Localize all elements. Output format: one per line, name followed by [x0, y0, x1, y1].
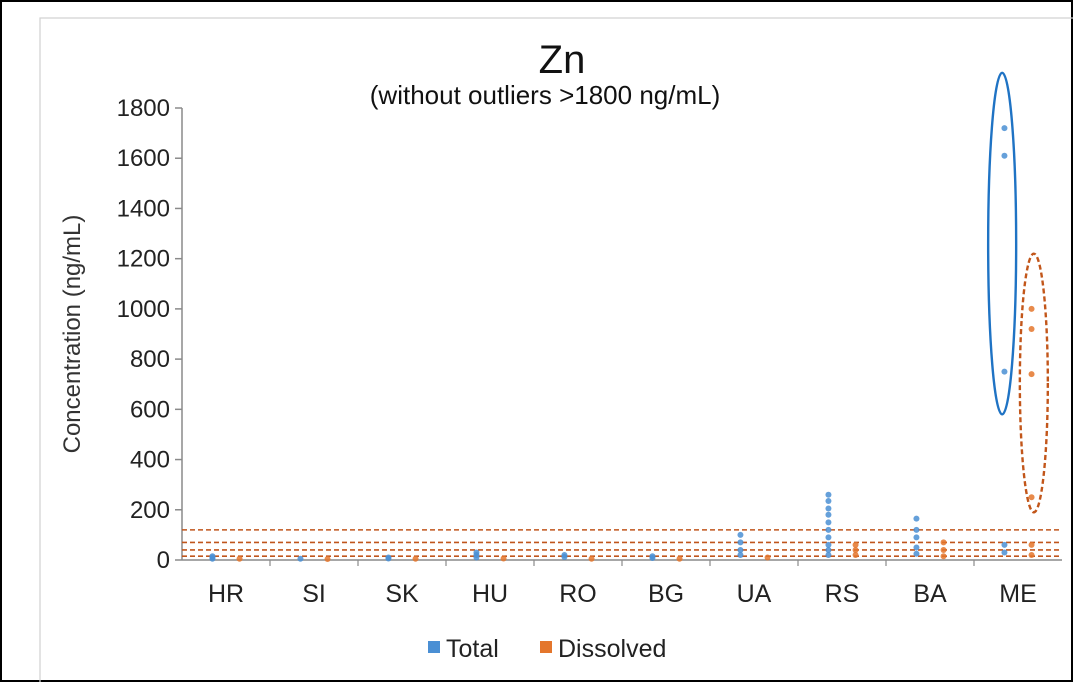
x-tick-label: SK [385, 580, 419, 608]
legend-label-dissolved: Dissolved [558, 635, 666, 663]
data-point-total [825, 511, 832, 518]
data-point-total [209, 555, 216, 562]
y-axis-label: Concentration (ng/mL) [59, 215, 86, 454]
x-tick-label: UA [737, 580, 772, 608]
y-tick-label: 200 [130, 497, 170, 524]
data-point-total [561, 553, 568, 560]
data-point-total [825, 519, 832, 526]
chart-subtitle: (without outliers >1800 ng/mL) [370, 80, 720, 110]
x-tick-label: SI [302, 580, 326, 608]
y-tick-label: 1400 [117, 195, 170, 222]
x-tick-label: HR [208, 580, 244, 608]
x-tick-label: ME [999, 580, 1037, 608]
data-point-dissolved [1028, 541, 1035, 548]
data-point-total [1001, 152, 1008, 159]
data-point-total [1001, 125, 1008, 132]
data-point-total [1001, 541, 1008, 548]
data-point-total [385, 555, 392, 562]
data-point-total [297, 555, 304, 562]
data-point-total [825, 546, 832, 553]
data-point-dissolved [1028, 494, 1035, 501]
y-tick-label: 400 [130, 447, 170, 474]
data-point-total [825, 491, 832, 498]
data-point-dissolved [412, 555, 419, 562]
data-point-dissolved [1028, 551, 1035, 558]
data-point-total [825, 534, 832, 541]
data-point-total [1001, 549, 1008, 556]
data-point-dissolved [588, 555, 595, 562]
data-point-total [737, 546, 744, 553]
legend: Total Dissolved [428, 635, 666, 663]
data-point-total [737, 539, 744, 546]
x-tick-label: HU [472, 580, 508, 608]
chart-area-border [39, 17, 1073, 682]
data-point-dissolved [940, 553, 947, 560]
y-tick-label: 1200 [117, 246, 170, 273]
data-point-total [1001, 368, 1008, 375]
x-tick-label: RO [559, 580, 597, 608]
data-point-dissolved [940, 539, 947, 546]
data-point-total [825, 505, 832, 512]
data-point-total [913, 550, 920, 557]
data-point-dissolved [500, 555, 507, 562]
data-point-total [913, 526, 920, 533]
y-tick-label: 1000 [117, 296, 170, 323]
data-point-dissolved [852, 541, 859, 548]
data-point-dissolved [852, 546, 859, 553]
data-point-total [737, 531, 744, 538]
data-point-dissolved [676, 555, 683, 562]
legend-label-total: Total [446, 635, 499, 663]
data-point-dissolved [852, 551, 859, 558]
data-point-dissolved [324, 555, 331, 562]
data-point-total [913, 534, 920, 541]
plot-layer: 0 200 400 600 800 1000 1200 1400 1600 1800 HR SI SK H… [117, 71, 1062, 608]
x-tick-label: BA [913, 580, 947, 608]
legend-swatch-total [428, 641, 440, 653]
data-point-total [913, 544, 920, 551]
x-tick-label: BG [648, 580, 684, 608]
data-point-total [825, 551, 832, 558]
data-point-total [825, 541, 832, 548]
legend-swatch-dissolved [540, 641, 552, 653]
data-point-total [825, 526, 832, 533]
data-point-dissolved [236, 555, 243, 562]
y-tick-label: 0 [157, 547, 170, 574]
data-point-dissolved [1028, 305, 1035, 312]
data-point-total [825, 497, 832, 504]
data-point-dissolved [1028, 371, 1035, 378]
y-tick-label: 1600 [117, 145, 170, 172]
chart-title: Zn [539, 38, 586, 82]
y-tick-label: 800 [130, 346, 170, 373]
data-point-total [913, 515, 920, 522]
y-tick-label: 600 [130, 396, 170, 423]
data-point-dissolved [764, 554, 771, 561]
highlight-ellipse-dissolved [1018, 252, 1050, 514]
x-tick-label: RS [825, 580, 860, 608]
highlight-ellipse-total [986, 71, 1018, 416]
data-point-total [473, 554, 480, 561]
data-point-total [737, 551, 744, 558]
data-point-dissolved [1028, 325, 1035, 332]
data-point-total [649, 554, 656, 561]
y-tick-label: 1800 [117, 95, 170, 122]
data-point-dissolved [940, 546, 947, 553]
